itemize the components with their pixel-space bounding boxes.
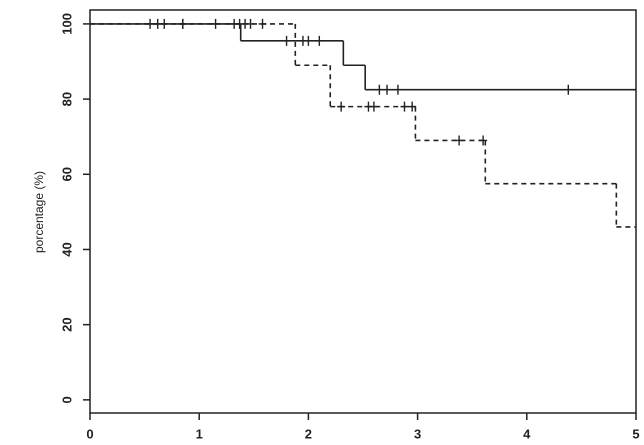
- y-tick-label: 100: [59, 13, 74, 35]
- censor-mark: [315, 35, 324, 46]
- censor-mark: [564, 84, 573, 95]
- censor-mark: [455, 135, 464, 146]
- censor-mark: [400, 101, 409, 112]
- censor-mark: [337, 101, 346, 112]
- censor-mark: [479, 135, 488, 146]
- censor-mark: [178, 18, 187, 29]
- x-tick-label: 5: [632, 426, 639, 441]
- censor-mark: [304, 35, 313, 46]
- x-tick-label: 0: [86, 426, 93, 441]
- x-tick-label: 2: [305, 426, 312, 441]
- censor-mark: [408, 101, 417, 112]
- y-tick-label: 80: [59, 92, 74, 106]
- y-axis-label: porcentage (%): [32, 171, 46, 253]
- y-tick-label: 40: [59, 242, 74, 256]
- y-tick-label: 20: [59, 317, 74, 331]
- censor-mark: [383, 84, 392, 95]
- censor-mark: [369, 101, 378, 112]
- x-tick-label: 3: [414, 426, 421, 441]
- censor-mark: [246, 18, 255, 29]
- y-tick-label: 60: [59, 167, 74, 181]
- x-tick-label: 4: [523, 426, 531, 441]
- x-tick-label: 1: [196, 426, 203, 441]
- censor-mark: [258, 18, 267, 29]
- plot-frame: [89, 9, 637, 414]
- censor-mark: [375, 84, 384, 95]
- censor-mark: [282, 35, 291, 46]
- censor-mark: [393, 84, 402, 95]
- y-tick-label: 0: [59, 396, 74, 403]
